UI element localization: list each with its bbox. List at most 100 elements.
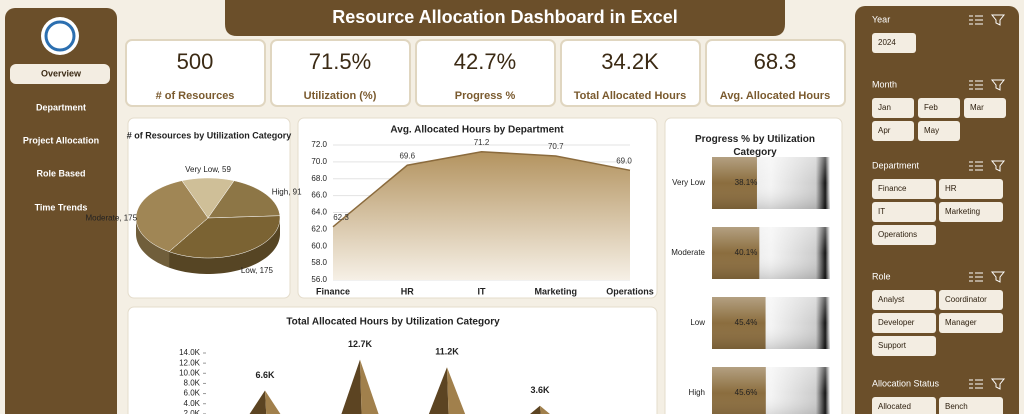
header-banner (225, 0, 785, 36)
slicer-item[interactable]: Marketing (945, 207, 980, 216)
nav-button-active[interactable] (10, 64, 110, 84)
pyramid (341, 359, 379, 414)
multi-select-icon[interactable] (969, 15, 983, 25)
clear-filter-icon[interactable] (990, 14, 1006, 26)
kpi-label: Progress % (455, 90, 516, 102)
slicer-item[interactable]: Apr (878, 126, 891, 135)
slicer-item[interactable]: Allocated (878, 402, 911, 411)
pyramid-face-right (265, 390, 281, 414)
slicer-button[interactable] (872, 397, 936, 414)
data-label: 45.4% (735, 318, 758, 327)
slicer-item[interactable]: Operations (878, 230, 917, 239)
slicer-button[interactable] (939, 179, 1003, 199)
pie-slice (135, 180, 209, 268)
slicer-button[interactable] (939, 313, 1003, 333)
pyramid-face-left (428, 367, 449, 414)
pyramid-face-left (249, 390, 267, 414)
kpi-value: 71.5% (309, 49, 371, 74)
nav-item[interactable]: Time Trends (35, 202, 88, 212)
slicer-button[interactable] (918, 98, 960, 118)
slicer-item[interactable]: 2024 (878, 38, 896, 47)
kpi-card (270, 39, 411, 107)
slicer-button[interactable] (918, 121, 960, 141)
pyramid-face-right (360, 359, 379, 414)
chart-title: Progress % by Utilization Category (695, 134, 815, 158)
slicer-item[interactable]: Analyst (878, 295, 905, 304)
nav-item[interactable]: Department (36, 102, 86, 112)
multi-select-icon[interactable] (969, 272, 983, 282)
slicer-button[interactable] (872, 121, 914, 141)
data-label: 11.2K (435, 347, 459, 357)
clear-filter-icon[interactable] (990, 378, 1006, 390)
kpi-value: 68.3 (754, 49, 797, 74)
slicer-title: Allocation Status (872, 378, 940, 388)
slicer-item[interactable]: IT (878, 207, 885, 216)
y-tick-label: 2.0K (184, 409, 201, 414)
clear-filter-icon[interactable] (990, 79, 1006, 91)
slice-top (181, 177, 235, 219)
slicer-item[interactable]: May (924, 126, 939, 135)
nav-item[interactable]: Overview (41, 68, 82, 78)
data-label: 71.2 (474, 138, 490, 147)
slicer-button[interactable] (872, 225, 936, 245)
y-tick-label: 70.0 (311, 157, 327, 166)
slicer-button[interactable] (964, 98, 1006, 118)
pyramid-face-left (341, 359, 362, 414)
pyramid (249, 390, 281, 414)
y-tick-label: 64.0 (311, 208, 327, 217)
slicer-item[interactable]: Developer (878, 318, 915, 327)
kpi-card (560, 39, 701, 107)
slicer-button[interactable] (872, 179, 936, 199)
multi-select-icon[interactable] (969, 80, 983, 90)
slicer-item[interactable]: Bench (945, 402, 968, 411)
chart-title: # of Resources by Utilization Category (127, 130, 292, 140)
category-label: Very Low (672, 178, 705, 187)
progress-gloss (712, 297, 830, 349)
slicer-item[interactable]: Manager (945, 318, 977, 327)
slicer-button[interactable] (872, 33, 916, 53)
data-label: 6.6K (255, 370, 275, 380)
slicer-item[interactable]: HR (945, 184, 957, 193)
clear-filter-icon[interactable] (990, 271, 1006, 283)
slicer-button[interactable] (872, 336, 936, 356)
kpi-label: # of Resources (156, 90, 235, 102)
progress-gloss (712, 367, 830, 414)
multi-select-icon[interactable] (969, 379, 983, 389)
multi-select-icon[interactable] (969, 161, 983, 171)
slicer-item[interactable]: Jan (878, 103, 891, 112)
slicer-button[interactable] (872, 290, 936, 310)
chart-title: Avg. Allocated Hours by Department (390, 125, 564, 136)
slicer-button[interactable] (872, 98, 914, 118)
slicer-button[interactable] (939, 397, 1003, 414)
left-sidebar (5, 8, 117, 414)
pyramid (530, 405, 550, 414)
slicer-button[interactable] (872, 202, 936, 222)
slice-top (207, 180, 281, 219)
y-tick-label: 10.0K (179, 368, 201, 377)
slicer-item[interactable]: Mar (970, 103, 984, 112)
category-label: High (689, 388, 705, 397)
slicer-item[interactable]: Support (878, 341, 907, 350)
area-fill (333, 151, 630, 280)
slicer-button[interactable] (939, 290, 1003, 310)
data-label: Very Low, 59 (185, 165, 231, 174)
nav-item[interactable]: Project Allocation (23, 135, 99, 145)
slicer-item[interactable]: Feb (924, 103, 938, 112)
kpi-label: Utilization (%) (304, 90, 377, 102)
nav-item[interactable]: Role Based (36, 168, 85, 178)
slicer-title: Month (872, 79, 897, 89)
kpi-label: Avg. Allocated Hours (720, 90, 830, 102)
data-label: High, 91 (272, 187, 302, 196)
clear-filter-icon[interactable] (990, 160, 1006, 172)
slicer-button[interactable] (939, 202, 1003, 222)
kpi-card (415, 39, 556, 107)
y-tick-label: 12.0K (179, 358, 201, 367)
slicer-item[interactable]: Finance (878, 184, 907, 193)
data-label: 69.0 (616, 156, 632, 165)
panel (127, 306, 658, 414)
slicer-item[interactable]: Coordinator (945, 295, 987, 304)
y-tick-label: 60.0 (311, 241, 327, 250)
slicer-button[interactable] (872, 313, 936, 333)
x-tick-label: IT (478, 286, 487, 296)
